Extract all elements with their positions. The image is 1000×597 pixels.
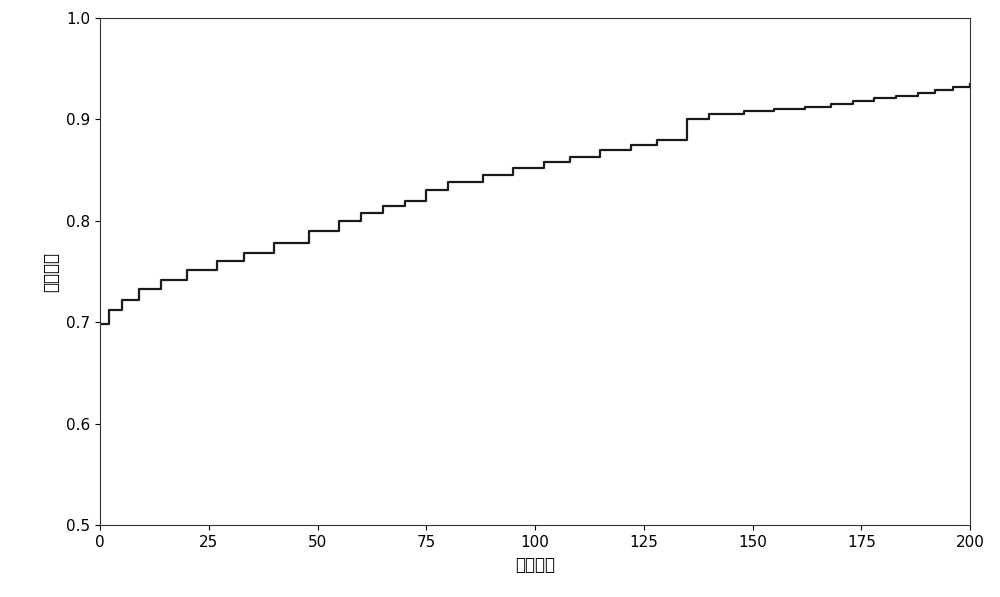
Y-axis label: 适应度値: 适应度値 <box>42 251 60 292</box>
X-axis label: 迭代次数: 迭代次数 <box>515 556 555 574</box>
